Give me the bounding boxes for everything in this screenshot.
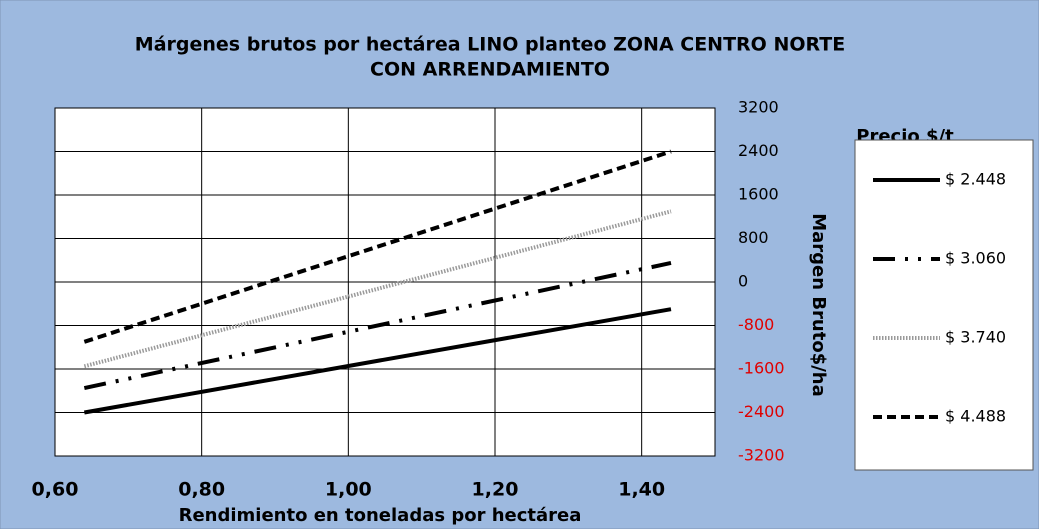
- x-tick-label: 0,80: [178, 479, 225, 501]
- y-tick-label: 3200: [738, 98, 779, 117]
- y-axis-label: Margen Bruto$/ha: [808, 213, 829, 397]
- legend-label: $ 3.740: [945, 328, 1006, 347]
- y-tick-label: -3200: [738, 446, 785, 465]
- legend-box: [854, 139, 1034, 471]
- y-tick-label: 0: [738, 272, 748, 291]
- legend-label: $ 3.060: [945, 249, 1006, 268]
- chart-title: CON ARRENDAMIENTO: [370, 59, 610, 81]
- series-line: [83, 307, 672, 415]
- x-tick-label: 0,60: [32, 479, 79, 501]
- x-axis-label: Rendimiento en toneladas por hectárea: [179, 505, 582, 526]
- chart-title: Márgenes brutos por hectárea LINO plante…: [135, 34, 845, 56]
- series-line: [83, 149, 672, 344]
- legend-label: $ 4.488: [945, 407, 1006, 426]
- x-tick-label: 1,40: [618, 479, 665, 501]
- y-tick-label: -800: [738, 315, 774, 334]
- series-line: [83, 209, 672, 369]
- y-tick-label: 2400: [738, 141, 779, 160]
- y-tick-label: -2400: [738, 402, 785, 421]
- series-line: [83, 261, 672, 390]
- y-tick-label: -1600: [738, 359, 785, 378]
- x-tick-label: 1,20: [472, 479, 519, 501]
- x-tick-label: 1,00: [325, 479, 372, 501]
- y-tick-label: 800: [738, 228, 769, 247]
- legend-label: $ 2.448: [945, 170, 1006, 189]
- y-tick-label: 1600: [738, 185, 779, 204]
